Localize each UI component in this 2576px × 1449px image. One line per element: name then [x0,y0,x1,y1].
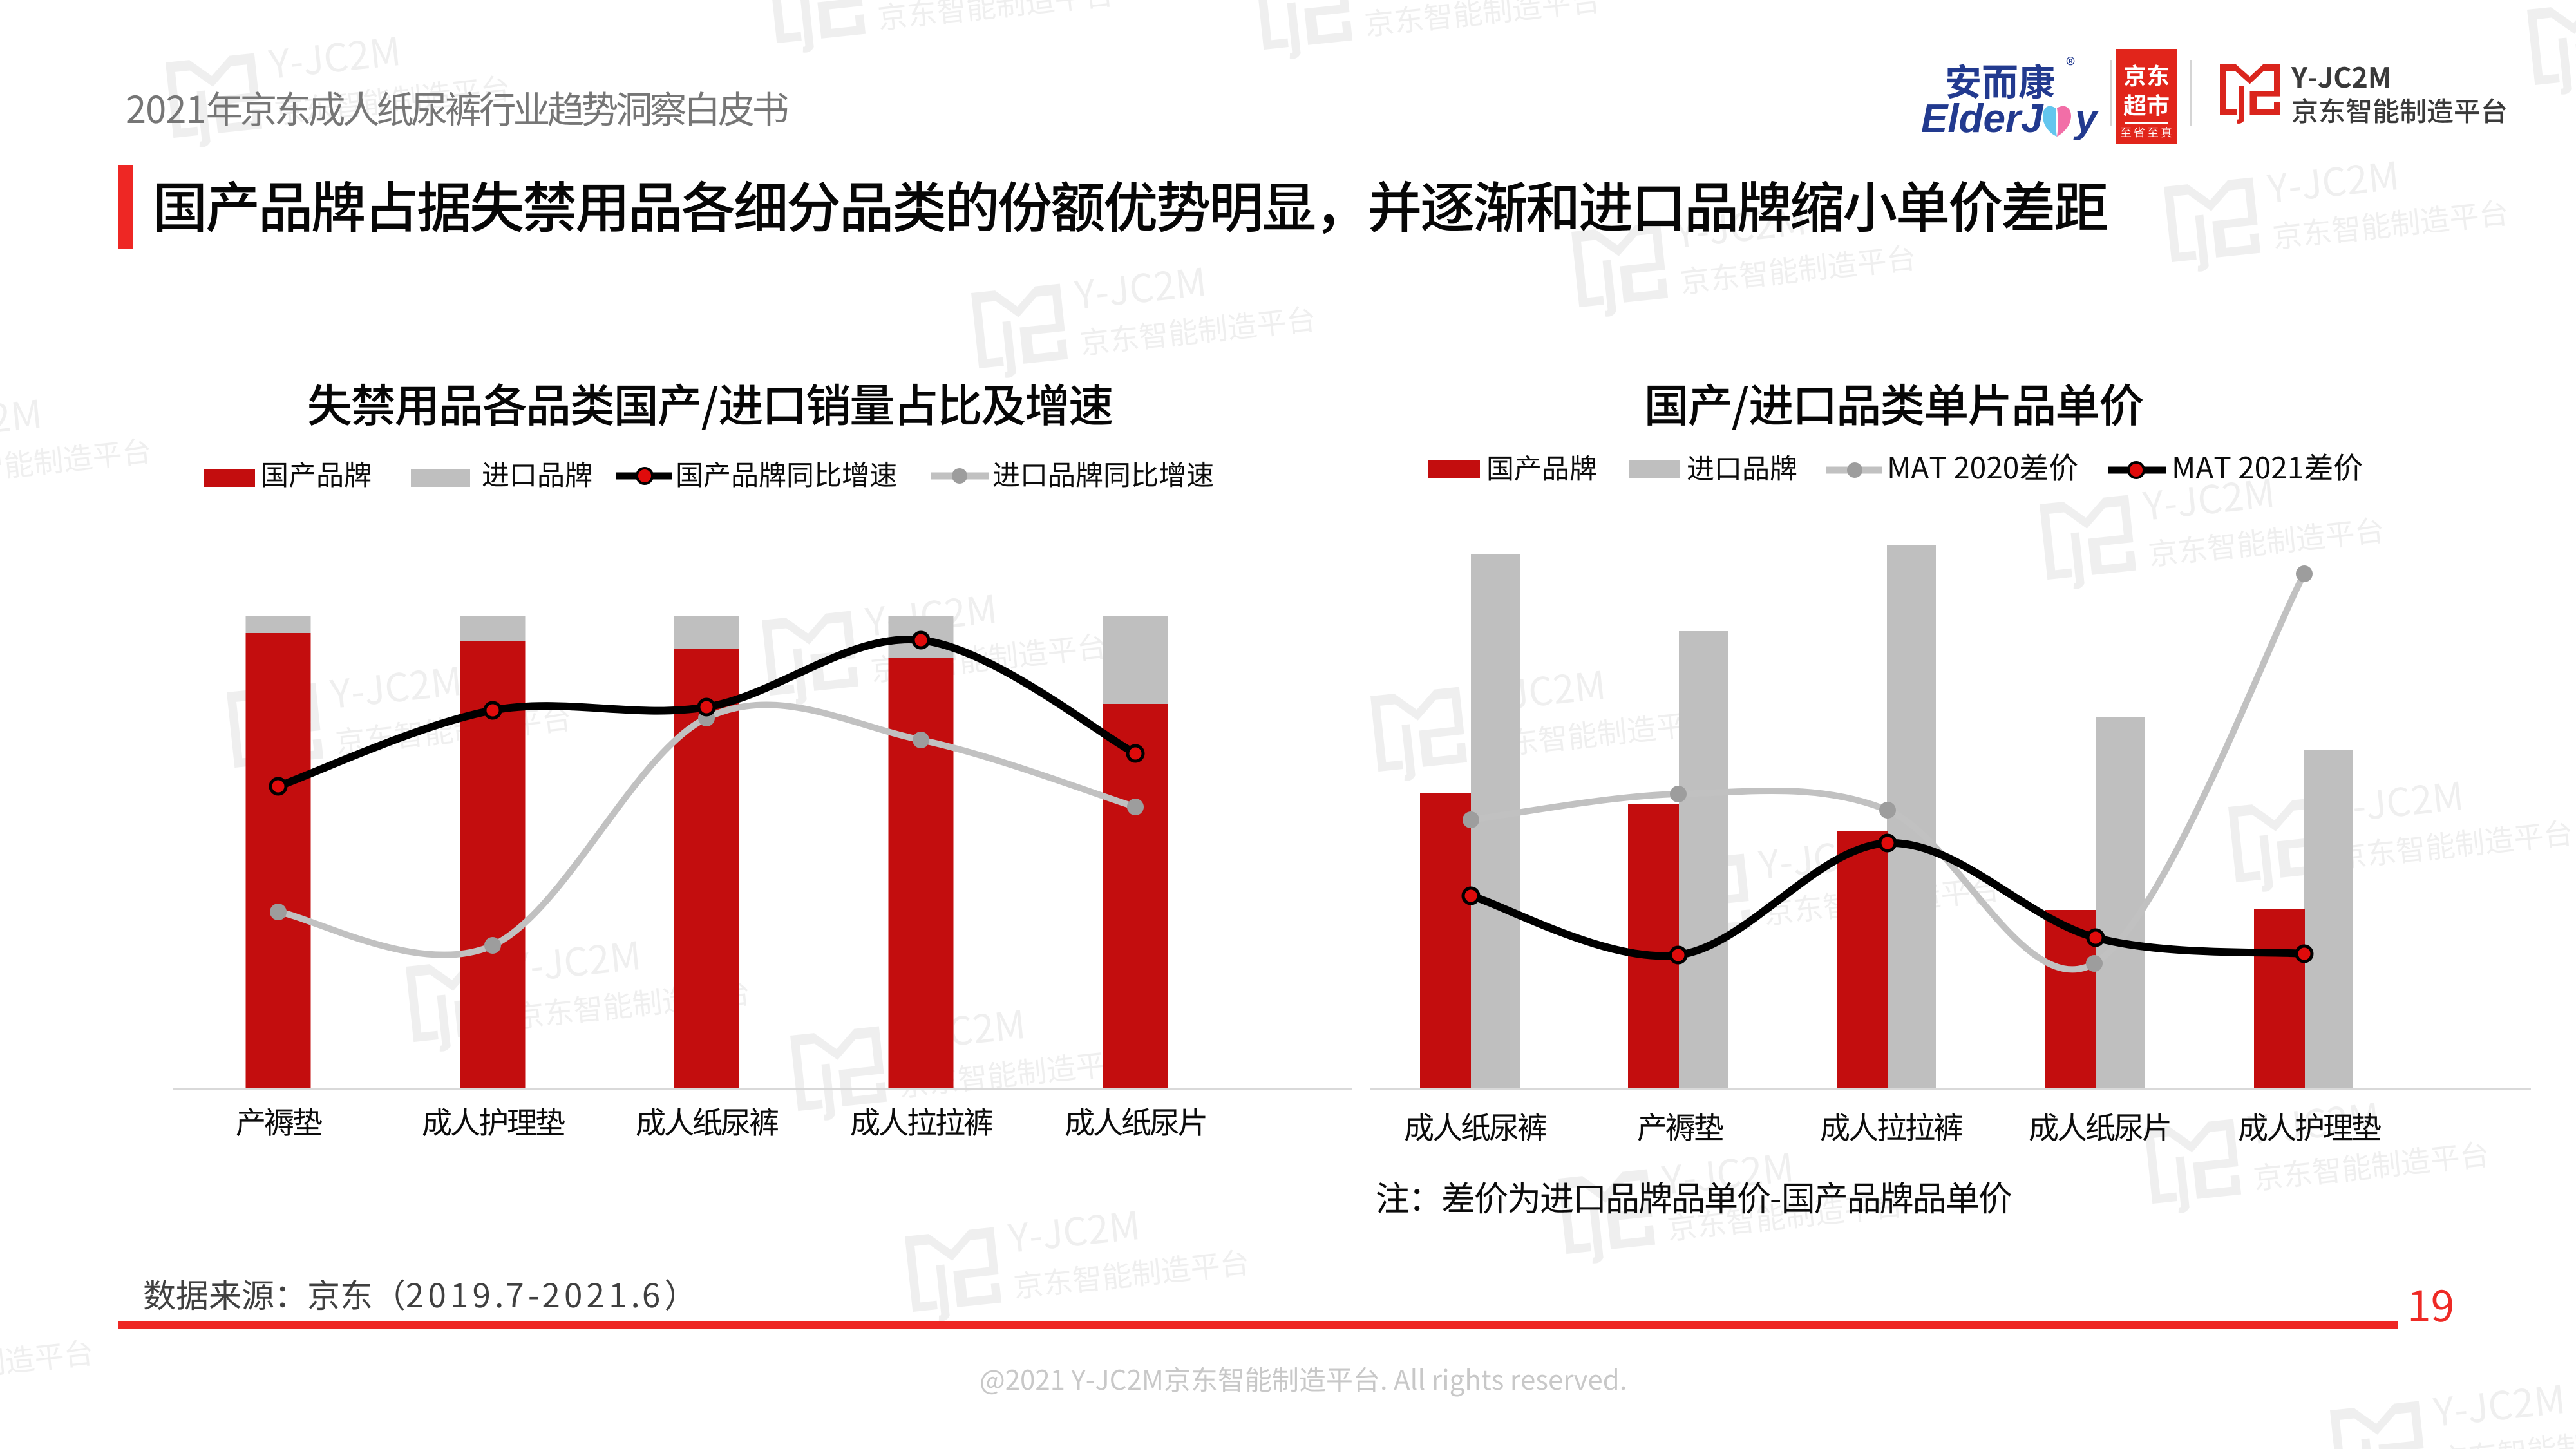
svg-text:y: y [2073,97,2099,141]
svg-text:ElderJ: ElderJ [1921,97,2044,141]
